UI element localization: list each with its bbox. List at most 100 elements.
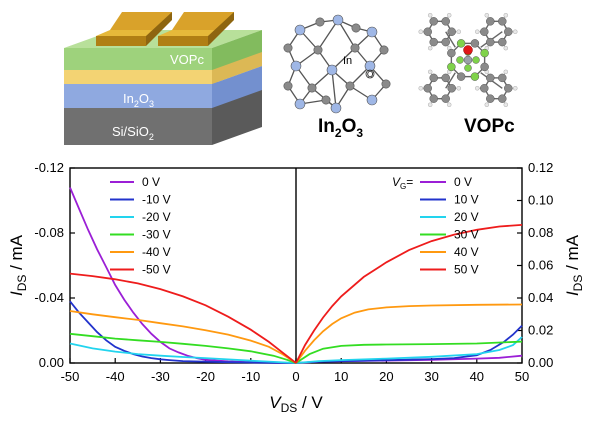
indium-atom — [294, 98, 306, 110]
series-line-neg-0v — [69, 187, 297, 364]
carbon-atom — [441, 17, 450, 26]
in2o3-layer-side — [212, 66, 262, 108]
carbon-atom — [486, 37, 495, 47]
y-right-tick-label: 0.02 — [528, 323, 553, 338]
electrode-left — [96, 12, 172, 46]
nitrogen-atom — [456, 39, 466, 48]
hydrogen-atom — [475, 29, 480, 34]
hydrogen-atom — [503, 45, 509, 51]
oxygen-atom — [283, 43, 293, 53]
legend-right-title: VG= — [392, 175, 413, 191]
x-tick-label: -30 — [151, 369, 170, 384]
oxygen-atom — [463, 45, 473, 55]
nitrogen-atom — [447, 62, 456, 72]
hydrogen-atom — [446, 102, 452, 107]
hydrogen-atom — [418, 86, 423, 91]
legend-right-label: 50 V — [454, 263, 479, 277]
legend-right-label: 0 V — [454, 175, 472, 189]
hydrogen-atom — [427, 102, 433, 107]
indium-atom — [326, 64, 338, 76]
x-tick-label: -20 — [196, 369, 215, 384]
y-right-tick-label: 0.00 — [528, 355, 553, 370]
legend-left-label: -40 V — [142, 245, 171, 259]
nitrogen-atom — [464, 64, 472, 72]
series-line-neg--40v — [69, 310, 297, 364]
oxygen-atom-marker — [365, 69, 375, 79]
vopc-label: VOPc — [170, 52, 204, 67]
series-line-neg--30v — [69, 332, 297, 364]
oxygen-atom — [307, 83, 317, 93]
y-left-tick-label: -0.04 — [34, 290, 64, 305]
carbon-atom — [486, 17, 495, 26]
electrode-right — [158, 12, 234, 46]
in2o3-bond — [337, 19, 356, 49]
x-tick-label: -40 — [106, 369, 125, 384]
y-right-axis-label: IDS / mA — [563, 234, 585, 296]
oxygen-atom — [315, 17, 325, 27]
carbon-atom — [441, 73, 450, 83]
in2o3-bond — [331, 47, 356, 71]
hydrogen-atom — [475, 86, 480, 91]
hydrogen-atom — [484, 102, 490, 107]
carbon-atom — [429, 73, 438, 83]
x-tick-label: 10 — [334, 369, 348, 384]
vopc-bond — [445, 31, 456, 48]
in2o3-name: In2O3 — [318, 116, 363, 140]
oxygen-atom — [313, 45, 323, 55]
y-right-tick-label: 0.10 — [528, 193, 553, 208]
hydrogen-atom — [456, 29, 461, 34]
vopc-molecule — [418, 13, 518, 107]
indium-atom — [290, 60, 302, 72]
series-line-neg--20v — [69, 342, 297, 364]
hydrogen-atom — [427, 69, 433, 75]
x-tick-label: 30 — [424, 369, 438, 384]
series-line-pos-20v — [295, 336, 523, 364]
hydrogen-atom — [513, 29, 518, 34]
nitrogen-atom — [470, 72, 480, 81]
y-left-tick-label: -0.12 — [34, 160, 64, 175]
nitrogen-atom — [456, 56, 464, 64]
vopc-layer-front — [64, 48, 212, 70]
carbon-atom — [498, 94, 507, 103]
x-tick-label: 0 — [292, 369, 299, 384]
oxygen-atom — [321, 95, 331, 105]
carbon-atom — [447, 27, 456, 36]
in2o3-label: In2O3 — [123, 91, 154, 109]
vanadium-atom — [463, 55, 473, 65]
legend-right-label: 40 V — [454, 245, 479, 259]
hydrogen-atom — [503, 13, 509, 18]
hydrogen-atom — [503, 69, 509, 75]
carbon-atom — [441, 37, 450, 47]
carbon-atom — [498, 37, 507, 47]
x-tick-label: 20 — [379, 369, 393, 384]
nitrogen-atom — [480, 48, 489, 58]
carbon-atom — [423, 27, 432, 36]
in2o3-layer-front — [64, 84, 212, 108]
series-line-pos-30v — [295, 340, 523, 364]
hydrogen-atom — [427, 45, 433, 51]
hydrogen-atom — [446, 13, 452, 18]
carbon-atom — [429, 17, 438, 26]
in2o3-bond — [317, 19, 339, 51]
oxygen-atom — [379, 45, 389, 55]
carbon-atom — [423, 84, 432, 93]
oxygen-atom — [351, 23, 361, 33]
carbon-atom — [480, 62, 489, 72]
y-right-tick-label: 0.06 — [528, 258, 553, 273]
legend-right-label: 30 V — [454, 228, 479, 242]
y-right-tick-label: 0.08 — [528, 225, 553, 240]
carbon-atom — [480, 27, 489, 36]
sio2-layer-front — [64, 100, 212, 145]
carbon-atom — [486, 73, 495, 83]
carbon-atom — [429, 37, 438, 47]
sio2-label: Si/SiO2 — [112, 124, 154, 142]
in2o3-bond — [331, 69, 337, 109]
y-left-tick-label: -0.08 — [34, 225, 64, 240]
iv-chart: -50 -40 -30 -20 -10 0 10 20 30 40 50 -0.12 -0.08 -0.0… — [7, 160, 585, 415]
oxygen-atom — [350, 43, 360, 53]
indium-atom — [330, 102, 342, 114]
carbon-atom — [504, 27, 513, 36]
carbon-atom — [429, 94, 438, 103]
oxygen-atom — [345, 81, 355, 91]
carbon-atom — [447, 48, 456, 58]
